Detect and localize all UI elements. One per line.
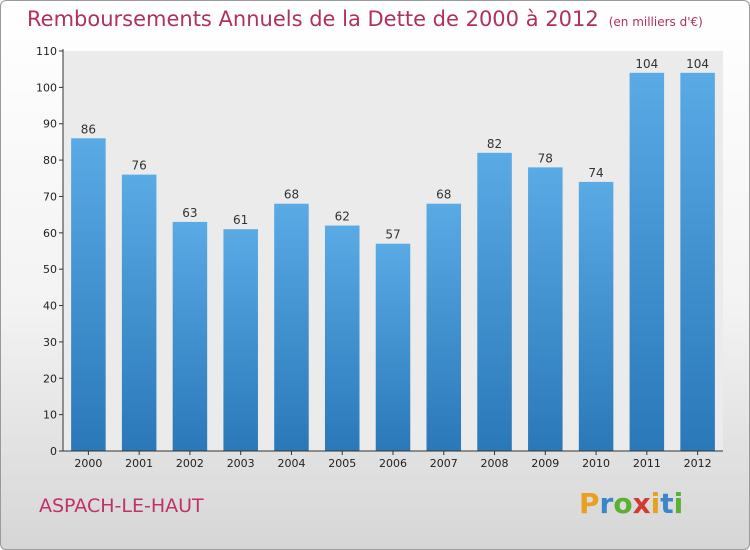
bars [71, 72, 715, 452]
y-tick-label: 0 [50, 445, 57, 458]
y-tick-label: 100 [36, 81, 57, 94]
data-label: 68 [436, 188, 451, 202]
logo-letter: i [650, 487, 661, 520]
chart-title-text: Remboursements Annuels de la Dette de 20… [27, 7, 599, 31]
y-tick-label: 20 [43, 372, 57, 385]
x-tick-label: 2012 [684, 457, 712, 470]
x-tick-label: 2009 [531, 457, 559, 470]
logo-letter: i [673, 487, 684, 520]
bar [578, 181, 614, 451]
y-tick-label: 70 [43, 190, 57, 203]
x-tick-label: 2001 [125, 457, 153, 470]
bar [629, 72, 665, 452]
x-tick-label: 2011 [633, 457, 661, 470]
data-label: 76 [132, 159, 147, 173]
chart-title-unit: (en milliers d'€) [608, 15, 703, 29]
logo-letter: t [660, 487, 674, 520]
logo-letter: r [599, 487, 614, 520]
chart-title: Remboursements Annuels de la Dette de 20… [27, 7, 703, 31]
y-tick-label: 40 [43, 300, 57, 313]
commune-name: ASPACH-LE-HAUT [39, 495, 204, 517]
x-tick-label: 2004 [277, 457, 305, 470]
data-label: 86 [81, 122, 96, 136]
logo-letter: x [632, 487, 651, 520]
data-label: 78 [538, 151, 553, 165]
bar [274, 203, 309, 451]
logo-letter: o [613, 487, 633, 520]
x-tick-label: 2002 [176, 457, 204, 470]
data-label: 82 [487, 137, 502, 151]
y-tick-label: 90 [43, 118, 57, 131]
bar [477, 152, 512, 451]
x-tick-label: 2007 [430, 457, 458, 470]
bar [375, 243, 411, 451]
x-axis: 2000 2001 2002 2003 2004 2005 2006 2007 2008 2009… [63, 450, 723, 470]
x-tick-label: 2006 [379, 457, 407, 470]
data-label: 74 [588, 166, 603, 180]
data-label: 104 [635, 57, 658, 71]
data-label: 57 [385, 228, 400, 242]
y-tick-label: 30 [43, 336, 57, 349]
x-tick-label: 2005 [328, 457, 356, 470]
data-label: 63 [182, 206, 197, 220]
x-tick-label: 2000 [74, 457, 102, 470]
x-tick-label: 2010 [582, 457, 610, 470]
data-label: 104 [686, 57, 709, 71]
y-tick-label: 50 [43, 263, 57, 276]
bar [528, 167, 563, 451]
data-label: 61 [233, 213, 248, 227]
y-tick-label: 10 [43, 409, 57, 422]
x-tick-label: 2003 [227, 457, 255, 470]
y-axis: 0 10 20 30 40 50 60 70 80 90 100 110 [36, 45, 64, 458]
y-tick-label: 110 [36, 45, 57, 58]
y-tick-label: 80 [43, 154, 57, 167]
bar [121, 174, 157, 452]
bar [71, 138, 106, 452]
bar [223, 229, 258, 451]
y-tick-label: 60 [43, 227, 57, 240]
data-label: 68 [284, 188, 299, 202]
value-labels: 86 76 63 61 68 62 57 68 82 78 74 104 104 [81, 57, 709, 242]
bar [324, 225, 360, 451]
proxiti-logo: Proxiti [579, 487, 683, 520]
bar [426, 203, 462, 451]
bar [680, 72, 715, 452]
bar [172, 221, 208, 451]
logo-letter: P [579, 487, 600, 520]
x-tick-label: 2008 [481, 457, 509, 470]
data-label: 62 [335, 210, 350, 224]
